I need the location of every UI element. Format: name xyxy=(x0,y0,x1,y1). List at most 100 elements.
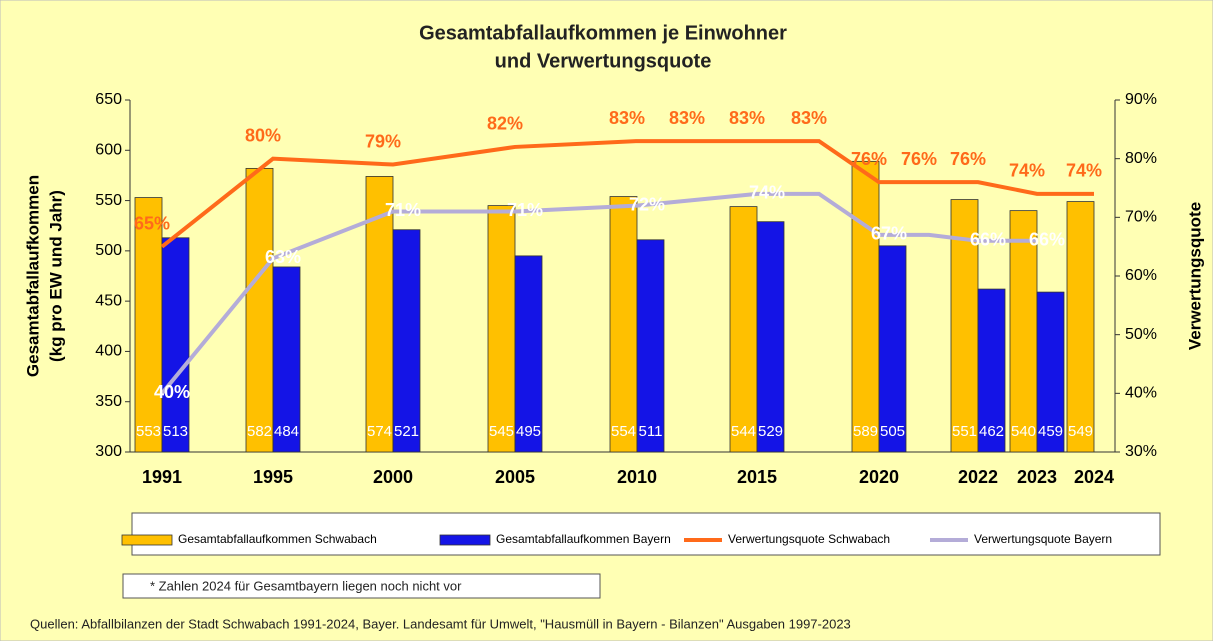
data-label: 74% xyxy=(1009,161,1045,181)
bar-label: 540 xyxy=(1011,423,1036,440)
x-tick-label: 2010 xyxy=(617,467,657,487)
line xyxy=(160,139,1094,249)
bar xyxy=(851,160,880,453)
bar-label: 459 xyxy=(1038,423,1063,440)
y-tick-label: 550 xyxy=(95,192,122,209)
data-label: 67% xyxy=(871,224,907,244)
bar xyxy=(636,239,665,453)
bar xyxy=(878,245,907,453)
y-axis-title: Gesamtabfallaufkommen xyxy=(23,175,42,377)
bar-label: 495 xyxy=(516,423,541,440)
bar-label: 554 xyxy=(611,423,636,440)
bar-label: 551 xyxy=(952,423,977,440)
bar-label: 589 xyxy=(853,423,878,440)
bar-label: 462 xyxy=(979,423,1004,440)
bar-label: 521 xyxy=(394,423,419,440)
x-tick-label: 2000 xyxy=(373,467,413,487)
bar-label: 574 xyxy=(367,423,392,440)
note-box xyxy=(122,573,601,599)
y2-axis-title: Verwertungsquote xyxy=(1185,202,1204,350)
y-tick-label: 500 xyxy=(95,242,122,259)
bar xyxy=(756,221,785,453)
legend xyxy=(131,512,1161,556)
bar xyxy=(392,229,421,453)
chart-title: und Verwertungsquote xyxy=(495,50,712,72)
bar-label: 545 xyxy=(489,423,514,440)
data-label: 83% xyxy=(669,108,705,128)
y-tick-label: 300 xyxy=(95,443,122,460)
y-tick-label: 600 xyxy=(95,142,122,159)
bar xyxy=(977,288,1006,453)
bar-label: 529 xyxy=(758,423,783,440)
bar xyxy=(272,266,301,453)
bar xyxy=(514,255,543,453)
data-label: 65% xyxy=(134,213,170,233)
bar xyxy=(161,237,190,453)
bar-label: 549 xyxy=(1068,423,1093,440)
x-tick-label: 2022 xyxy=(958,467,998,487)
x-tick-label: 2023 xyxy=(1017,467,1057,487)
y2-tick-label: 30% xyxy=(1125,443,1157,460)
bar-label: 553 xyxy=(136,423,161,440)
bar xyxy=(1066,201,1095,453)
bar xyxy=(134,197,163,453)
data-label: 83% xyxy=(729,108,765,128)
data-label: 71% xyxy=(385,200,421,220)
bar xyxy=(729,206,758,453)
legend-swatch xyxy=(121,534,173,546)
x-tick-label: 2020 xyxy=(859,467,899,487)
chart-title: Gesamtabfallaufkommen je Einwohner xyxy=(419,22,787,44)
line xyxy=(160,191,1037,395)
y-tick-label: 350 xyxy=(95,393,122,410)
data-label: 83% xyxy=(791,108,827,128)
bar-label: 513 xyxy=(163,423,188,440)
data-label: 76% xyxy=(851,149,887,169)
legend-swatch xyxy=(439,534,491,546)
data-label: 72% xyxy=(629,194,665,214)
y2-tick-label: 50% xyxy=(1125,326,1157,343)
bar-label: 544 xyxy=(731,423,756,440)
legend-label: Gesamtabfallaufkommen Schwabach xyxy=(178,532,377,546)
data-label: 66% xyxy=(970,230,1006,250)
data-label: 79% xyxy=(365,131,401,151)
y2-tick-label: 60% xyxy=(1125,267,1157,284)
bar xyxy=(245,167,274,453)
y-tick-label: 400 xyxy=(95,343,122,360)
y-tick-label: 650 xyxy=(95,91,122,108)
data-label: 83% xyxy=(609,108,645,128)
note: * Zahlen 2024 für Gesamtbayern liegen no… xyxy=(150,578,462,593)
legend-label: Verwertungsquote Bayern xyxy=(974,532,1112,546)
bar xyxy=(487,205,516,453)
data-label: 63% xyxy=(265,247,301,267)
y-tick-label: 450 xyxy=(95,292,122,309)
data-label: 76% xyxy=(950,149,986,169)
data-label: 66% xyxy=(1029,230,1065,250)
data-label: 71% xyxy=(507,200,543,220)
data-label: 76% xyxy=(901,149,937,169)
legend-label: Gesamtabfallaufkommen Bayern xyxy=(496,532,671,546)
bar-label: 505 xyxy=(880,423,905,440)
bar-label: 484 xyxy=(274,423,299,440)
data-label: 80% xyxy=(245,125,281,145)
legend-label: Verwertungsquote Schwabach xyxy=(728,532,890,546)
data-label: 82% xyxy=(487,114,523,134)
bar-label: 511 xyxy=(639,423,663,440)
bar xyxy=(609,196,638,453)
y-axis-title: (kg pro EW und Jahr) xyxy=(46,190,65,362)
x-tick-label: 2015 xyxy=(737,467,777,487)
bar xyxy=(1036,291,1065,453)
x-tick-label: 1995 xyxy=(253,467,293,487)
data-label: 74% xyxy=(1066,161,1102,181)
y2-tick-label: 70% xyxy=(1125,209,1157,226)
data-label: 74% xyxy=(749,183,785,203)
y2-tick-label: 80% xyxy=(1125,150,1157,167)
y2-tick-label: 90% xyxy=(1125,91,1157,108)
y2-tick-label: 40% xyxy=(1125,385,1157,402)
data-label: 40% xyxy=(154,382,190,402)
bar-label: 582 xyxy=(247,423,272,440)
x-tick-label: 1991 xyxy=(142,467,182,487)
source: Quellen: Abfallbilanzen der Stadt Schwab… xyxy=(30,616,851,631)
x-tick-label: 2024 xyxy=(1074,467,1114,487)
x-tick-label: 2005 xyxy=(495,467,535,487)
